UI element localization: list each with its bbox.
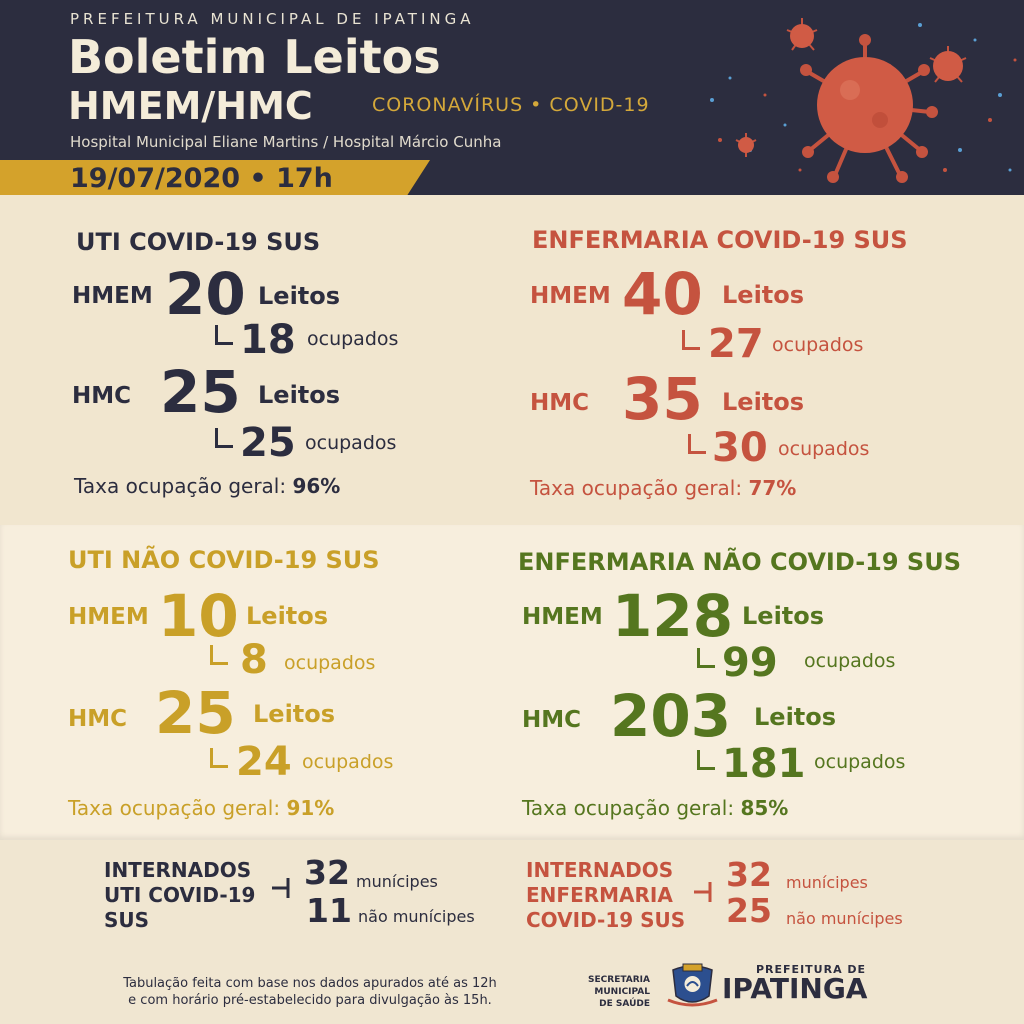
enf-covid-hmem-label: HMEM [530,283,611,309]
uti-nao-covid-hmem-label: HMEM [68,604,149,630]
secretaria-label: SECRETARIA MUNICIPAL DE SAÚDE [588,975,650,1009]
enf-nao-covid-taxa: Taxa ocupação geral: 85% [522,796,789,820]
page-title-line2: HMEM/HMC [68,84,313,128]
header-subtitle: Hospital Municipal Eliane Martins / Hosp… [70,133,502,151]
header-kicker: PREFEITURA MUNICIPAL DE IPATINGA [70,10,475,28]
uti-covid-hmc-leitos: 25 [160,358,241,426]
corner-icon [215,428,233,448]
uti-covid-taxa: Taxa ocupação geral: 96% [74,474,341,498]
internados-uti-municipes: 32 [304,853,350,892]
bulletin-date: 19/07/2020 • 17h [70,163,333,194]
uti-covid-heading: UTI COVID-19 SUS [76,228,321,256]
page-title: Boletim Leitos [68,30,441,84]
uti-covid-hmem-label: HMEM [72,283,153,309]
internados-section [0,840,1024,1024]
uti-nao-covid-heading: UTI NÃO COVID-19 SUS [68,546,380,574]
bracket-icon [694,882,712,902]
internados-uti-municipes-label: munícipes [356,872,438,891]
prefeitura-label: PREFEITURA DE [756,963,867,976]
enf-nao-covid-hmc-ocupados: 181 [722,741,806,787]
corner-icon [697,750,715,770]
crest-logo-icon [667,963,718,1007]
footnote: Tabulação feita com base nos dados apura… [123,976,497,1008]
uti-nao-covid-hmc-leitos: 25 [155,679,236,747]
enf-nao-covid-hmem-leitos-label: Leitos [742,602,825,630]
internados-enf-municipes: 32 [726,855,772,894]
enf-covid-hmc-ocupados-label: ocupados [778,438,870,460]
enf-nao-covid-hmem-ocupados-label: ocupados [804,650,896,672]
enf-nao-covid-hmc-ocupados-label: ocupados [814,751,906,773]
nao-covid-section [0,525,1024,840]
corner-icon [682,330,700,350]
covid-section [0,195,1024,525]
uti-covid-hmem-leitos: 20 [165,260,246,328]
uti-nao-covid-hmem-ocupados: 8 [240,637,268,683]
enf-nao-covid-hmc-label: HMC [522,707,582,733]
uti-covid-hmem-ocupados-label: ocupados [307,328,399,350]
enf-covid-heading: ENFERMARIA COVID-19 SUS [532,226,908,254]
uti-nao-covid-hmem-leitos: 10 [158,582,239,650]
uti-nao-covid-hmc-ocupados-label: ocupados [302,751,394,773]
enf-nao-covid-hmem-label: HMEM [522,604,603,630]
uti-covid-hmem-leitos-label: Leitos [258,282,341,310]
uti-nao-covid-hmc-label: HMC [68,706,128,732]
enf-covid-hmem-ocupados-label: ocupados [772,334,864,356]
internados-enf-nao-municipes-label: não munícipes [786,909,903,928]
enf-nao-covid-hmc-leitos: 203 [610,682,732,750]
ipatinga-wordmark: IPATINGA [722,972,868,1005]
enf-covid-hmc-leitos-label: Leitos [722,388,805,416]
corner-icon [215,325,233,345]
enf-covid-hmc-leitos: 35 [622,365,703,433]
corner-icon [210,645,228,665]
enf-nao-covid-heading: ENFERMARIA NÃO COVID-19 SUS [518,548,961,576]
enf-covid-taxa: Taxa ocupação geral: 77% [530,476,797,500]
enf-covid-hmem-ocupados: 27 [708,321,764,367]
enf-nao-covid-hmc-leitos-label: Leitos [754,703,837,731]
internados-uti-label: INTERNADOS UTI COVID-19 SUS [104,858,256,932]
enf-covid-hmem-leitos: 40 [622,260,703,328]
enf-nao-covid-hmem-ocupados: 99 [722,640,778,686]
internados-enf-nao-municipes: 25 [726,891,772,930]
enf-covid-hmc-ocupados: 30 [712,425,768,471]
date-bar [0,160,430,200]
bracket-icon [272,878,290,898]
uti-nao-covid-hmc-ocupados: 24 [236,739,292,785]
corner-icon [697,648,715,668]
corner-icon [688,434,706,454]
uti-covid-hmc-label: HMC [72,383,132,409]
uti-nao-covid-hmem-leitos-label: Leitos [246,602,329,630]
uti-covid-hmc-ocupados-label: ocupados [305,432,397,454]
internados-enf-label: INTERNADOS ENFERMARIA COVID-19 SUS [526,858,686,932]
header-tag: CORONAVÍRUS • COVID-19 [372,94,650,116]
enf-nao-covid-hmem-leitos: 128 [612,582,734,650]
enf-covid-hmem-leitos-label: Leitos [722,281,805,309]
uti-covid-hmc-ocupados: 25 [240,420,296,466]
internados-uti-nao-municipes: 11 [306,891,352,930]
virus-illustration-icon [710,18,1017,183]
uti-nao-covid-taxa: Taxa ocupação geral: 91% [68,796,335,820]
uti-covid-hmc-leitos-label: Leitos [258,381,341,409]
uti-nao-covid-hmem-ocupados-label: ocupados [284,652,376,674]
enf-covid-hmc-label: HMC [530,390,590,416]
uti-nao-covid-hmc-leitos-label: Leitos [253,700,336,728]
internados-enf-municipes-label: munícipes [786,873,868,892]
internados-uti-nao-municipes-label: não munícipes [358,907,475,926]
uti-covid-hmem-ocupados: 18 [240,317,296,363]
corner-icon [210,748,228,768]
